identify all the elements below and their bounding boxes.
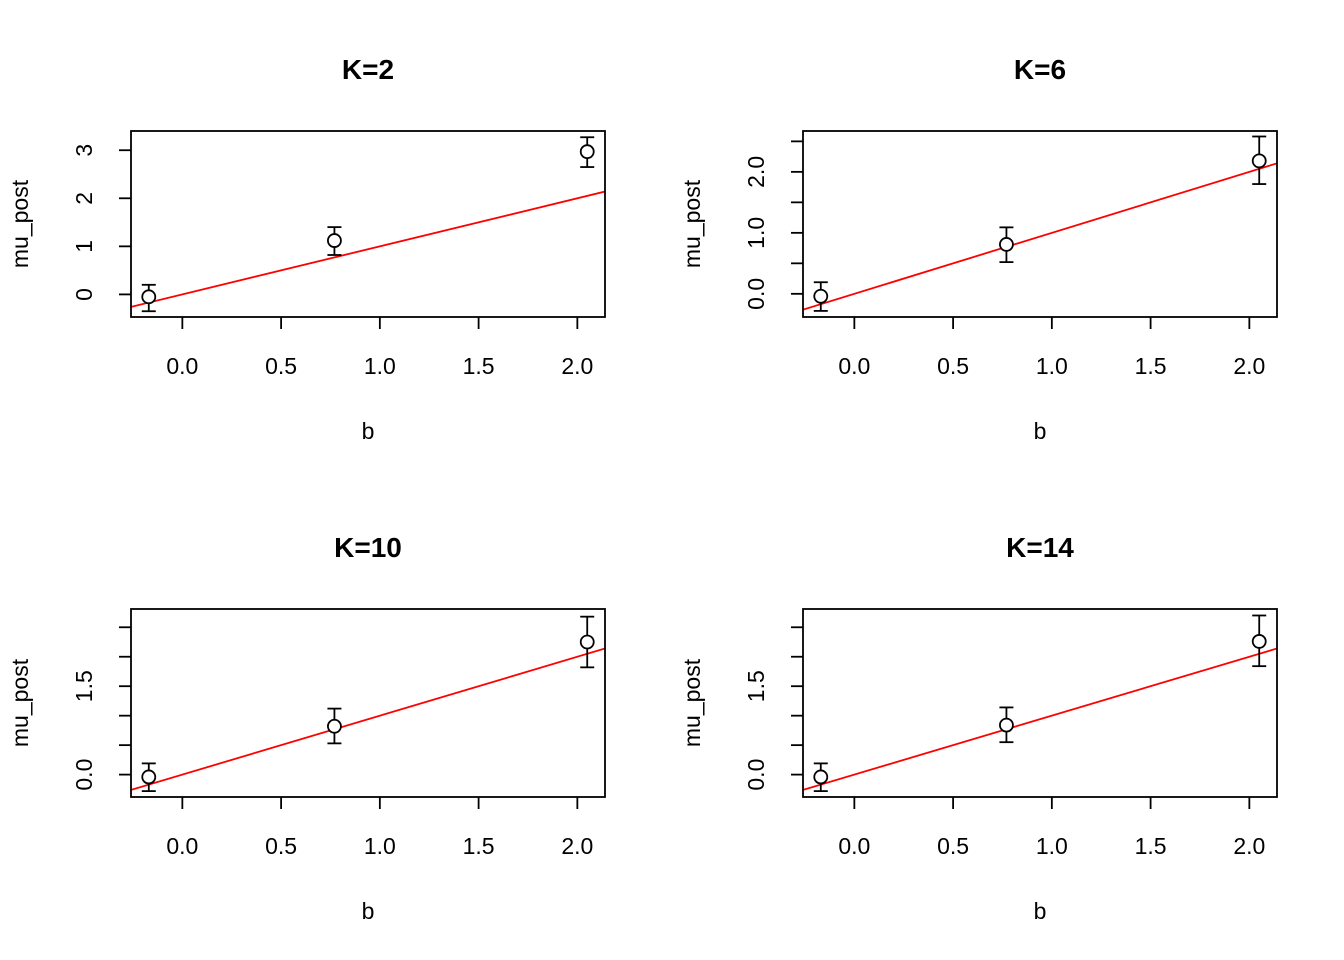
y-tick-label: 0.0 [743, 759, 769, 791]
reference-line [803, 647, 1277, 791]
reference-line [803, 162, 1277, 311]
data-point-3 [1251, 614, 1267, 668]
x-axis-label: b [362, 418, 375, 444]
y-tick-label: 2 [71, 192, 97, 205]
reference-line [131, 647, 605, 791]
point-marker [1251, 634, 1267, 649]
point-marker [999, 237, 1014, 252]
point-marker [813, 769, 829, 785]
point-marker [579, 634, 595, 650]
x-tick-label: 1.0 [364, 353, 396, 379]
x-tick-label: 1.0 [1036, 353, 1068, 379]
x-tick-label: 1.5 [1135, 833, 1167, 859]
y-axis-label: mu_post [7, 179, 33, 268]
x-tick-label: 0.0 [166, 833, 198, 859]
point-marker [1251, 153, 1267, 169]
chart-panel-2: K=6 0.0 0.5 1.0 1.5 2.0 0.0 1.0 2.0 b mu_post [679, 54, 1278, 444]
chart-title: K=2 [342, 54, 394, 85]
y-tick-label: 0.0 [743, 278, 769, 310]
x-tick-label: 2.0 [561, 833, 593, 859]
point-marker [999, 717, 1014, 733]
y-tick-label: 2.0 [743, 156, 769, 188]
y-tick-label: 1.5 [71, 670, 97, 702]
x-axis-label: b [362, 898, 375, 924]
data-point-1 [813, 281, 829, 312]
y-axis-label: mu_post [679, 179, 705, 268]
reference-line [131, 190, 605, 308]
x-axis-label: b [1034, 418, 1047, 444]
y-tick-label: 1.0 [743, 217, 769, 249]
x-tick-label: 0.0 [838, 833, 870, 859]
y-tick-label: 1.5 [743, 670, 769, 702]
point-marker [813, 288, 829, 304]
y-axis-label: mu_post [679, 658, 705, 747]
y-tick-label: 0.0 [71, 759, 97, 791]
x-tick-label: 0.5 [265, 833, 297, 859]
point-marker [327, 718, 342, 734]
data-point-1 [141, 283, 157, 313]
chart-panel-1: K=2 0.0 0.5 1.0 1.5 2.0 0 1 2 3 b mu_post [7, 54, 606, 444]
data-point-2 [999, 226, 1014, 264]
data-point-3 [579, 615, 595, 669]
x-tick-label: 0.5 [265, 353, 297, 379]
data-point-2 [999, 706, 1014, 744]
x-tick-label: 1.0 [1036, 833, 1068, 859]
y-tick-label: 3 [71, 144, 97, 157]
point-marker [141, 289, 157, 305]
y-tick-label: 1 [71, 240, 97, 253]
x-tick-label: 2.0 [1233, 833, 1265, 859]
plot-frame [802, 608, 1278, 798]
y-axis-label: mu_post [7, 658, 33, 747]
x-tick-label: 2.0 [561, 353, 593, 379]
x-axis-label: b [1034, 898, 1047, 924]
data-point-2 [327, 226, 342, 256]
x-tick-label: 0.0 [838, 353, 870, 379]
x-tick-label: 1.5 [463, 833, 495, 859]
chart-panel-3: K=10 0.0 0.5 1.0 1.5 2.0 0.0 1.5 b mu_post [7, 532, 606, 924]
point-marker [579, 144, 595, 160]
chart-panel-4: K=14 0.0 0.5 1.0 1.5 2.0 0.0 1.5 b mu_post [679, 532, 1278, 924]
data-point-3 [1251, 135, 1267, 185]
chart-title: K=14 [1006, 532, 1074, 563]
x-tick-label: 0.0 [166, 353, 198, 379]
data-point-3 [579, 136, 595, 168]
x-tick-label: 1.5 [463, 353, 495, 379]
data-point-2 [327, 707, 342, 745]
plot-frame [130, 608, 606, 798]
y-tick-label: 0 [71, 288, 97, 301]
x-tick-label: 1.0 [364, 833, 396, 859]
x-tick-label: 1.5 [1135, 353, 1167, 379]
data-point-1 [141, 762, 157, 793]
x-tick-label: 0.5 [937, 353, 969, 379]
data-point-1 [813, 762, 829, 793]
x-tick-label: 2.0 [1233, 353, 1265, 379]
chart-title: K=6 [1014, 54, 1066, 85]
point-marker [327, 233, 342, 248]
plot-frame [802, 130, 1278, 318]
plot-frame [130, 130, 606, 318]
chart-title: K=10 [334, 532, 402, 563]
point-marker [141, 769, 157, 785]
x-tick-label: 0.5 [937, 833, 969, 859]
